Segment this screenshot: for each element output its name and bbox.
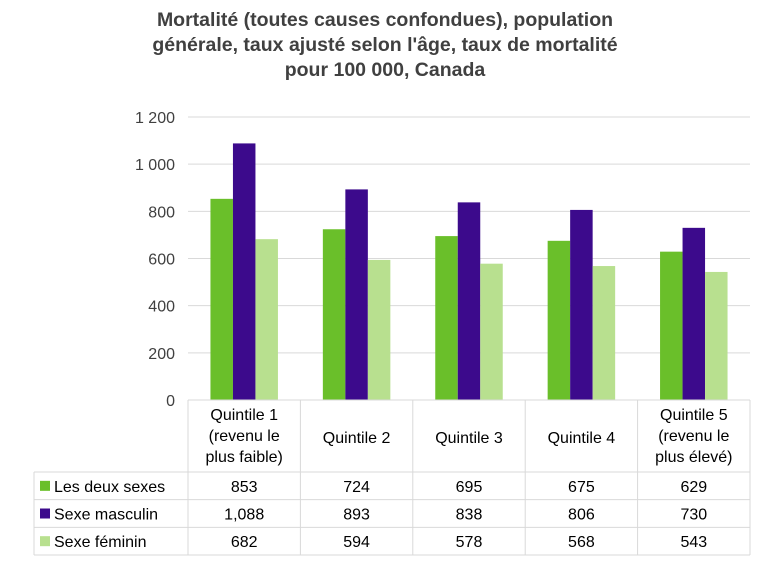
legend-label-2: Sexe féminin	[54, 534, 147, 551]
category-label-0-line-1: (revenu le	[209, 428, 280, 445]
category-label-2-line-0: Quintile 3	[435, 430, 503, 447]
data-cell-series-0-cat-3: 675	[568, 479, 595, 496]
chart-title-line-1: Mortalité (toutes causes confondues), po…	[156, 9, 614, 31]
category-label-4-line-0: Quintile 5	[660, 407, 728, 424]
y-tick-label-800: 800	[148, 204, 175, 221]
legend-swatch-2	[40, 536, 50, 547]
data-cell-series-2-cat-3: 568	[568, 534, 595, 551]
bar-series-2-cat-3	[592, 266, 616, 400]
bar-series-1-cat-0	[232, 143, 256, 400]
data-cell-series-1-cat-2: 838	[456, 507, 483, 524]
chart-title-line-2: générale, taux ajusté selon l'âge, taux …	[152, 34, 618, 56]
category-label-1-line-0: Quintile 2	[323, 430, 391, 447]
bar-series-2-cat-2	[480, 263, 503, 400]
bar-series-2-cat-4	[705, 271, 728, 400]
chart-title-line-3: pour 100 000, Canada	[284, 59, 486, 81]
data-cell-series-0-cat-1: 724	[343, 479, 370, 496]
bar-series-0-cat-0	[210, 198, 233, 400]
data-cell-series-2-cat-4: 543	[680, 534, 707, 551]
data-cell-series-1-cat-1: 893	[343, 507, 370, 524]
category-label-3-line-0: Quintile 4	[548, 430, 616, 447]
data-cell-series-0-cat-0: 853	[231, 479, 258, 496]
category-label-4-line-2: plus élevé)	[655, 449, 732, 466]
bar-series-0-cat-1	[322, 229, 346, 400]
bar-series-1-cat-4	[682, 227, 706, 400]
bar-series-1-cat-3	[570, 209, 593, 400]
bar-series-1-cat-2	[457, 202, 481, 400]
data-cell-series-2-cat-1: 594	[343, 534, 370, 551]
y-tick-label-600: 600	[148, 252, 175, 269]
data-cell-series-1-cat-0: 1,088	[224, 507, 264, 524]
category-label-0-line-2: plus faible)	[206, 449, 283, 466]
bar-series-2-cat-1	[367, 259, 391, 400]
y-tick-label-0: 0	[166, 393, 175, 410]
y-tick-label-1200: 1 200	[135, 110, 175, 127]
legend-label-0: Les deux sexes	[54, 479, 165, 496]
bar-series-2-cat-0	[255, 239, 278, 400]
y-tick-label-200: 200	[148, 346, 175, 363]
data-cell-series-1-cat-4: 730	[680, 507, 707, 524]
data-cell-series-2-cat-0: 682	[231, 534, 258, 551]
bar-series-0-cat-3	[547, 240, 571, 400]
bar-series-1-cat-1	[345, 189, 368, 400]
y-tick-label-400: 400	[148, 299, 175, 316]
chart-title: Mortalité (toutes causes confondues), po…	[0, 8, 770, 83]
legend-swatch-0	[40, 480, 50, 491]
bar-series-0-cat-2	[435, 236, 458, 400]
category-label-0-line-0: Quintile 1	[210, 407, 278, 424]
data-cell-series-1-cat-3: 806	[568, 507, 595, 524]
data-cell-series-0-cat-4: 629	[680, 479, 707, 496]
legend-swatch-1	[40, 508, 50, 519]
bar-series-0-cat-4	[660, 251, 683, 400]
data-cell-series-0-cat-2: 695	[456, 479, 483, 496]
data-cell-series-2-cat-2: 578	[456, 534, 483, 551]
category-label-4-line-1: (revenu le	[658, 428, 729, 445]
legend-label-1: Sexe masculin	[54, 507, 158, 524]
y-tick-label-1000: 1 000	[135, 157, 175, 174]
